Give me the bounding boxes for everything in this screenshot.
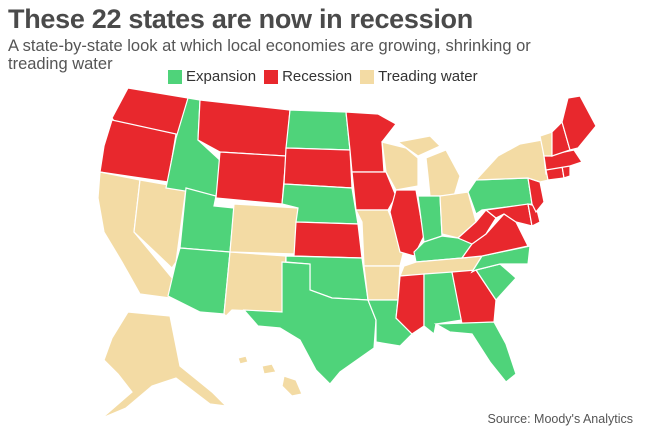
state-ks[interactable]: [293, 221, 363, 259]
state-or[interactable]: [99, 119, 177, 183]
state-mn[interactable]: [345, 111, 397, 173]
state-me[interactable]: [561, 95, 597, 151]
legend-label-treading: Treading water: [378, 68, 478, 85]
state-wy[interactable]: [215, 151, 287, 205]
legend-item-expansion: Expansion: [168, 68, 256, 85]
state-tx[interactable]: [242, 261, 377, 385]
state-mt[interactable]: [197, 99, 291, 157]
state-nd[interactable]: [285, 109, 351, 151]
legend-swatch-expansion: [168, 69, 182, 84]
state-ar[interactable]: [363, 265, 401, 301]
state-ri[interactable]: [561, 165, 571, 179]
state-co[interactable]: [229, 203, 299, 255]
map-title: These 22 states are now in recession: [8, 4, 473, 34]
state-nm[interactable]: [223, 251, 287, 317]
state-ak[interactable]: [101, 311, 228, 419]
state-il[interactable]: [389, 189, 425, 257]
state-sd[interactable]: [283, 147, 353, 189]
legend-swatch-recession: [264, 69, 279, 84]
legend: Expansion Recession Treading water: [168, 68, 478, 85]
legend-label-expansion: Expansion: [186, 68, 257, 85]
map-subtitle: A state-by-state look at which local eco…: [8, 37, 531, 73]
source-credit: Source: Moody's Analytics: [487, 412, 633, 426]
state-hi[interactable]: [237, 355, 303, 397]
state-va[interactable]: [460, 213, 529, 259]
legend-item-recession: Recession: [264, 68, 352, 85]
legend-swatch-treading: [360, 69, 375, 84]
legend-item-treading: Treading water: [360, 68, 478, 85]
legend-label-recession: Recession: [282, 68, 353, 85]
state-ny[interactable]: [474, 139, 561, 183]
state-fl[interactable]: [433, 321, 517, 383]
state-az[interactable]: [167, 247, 231, 315]
